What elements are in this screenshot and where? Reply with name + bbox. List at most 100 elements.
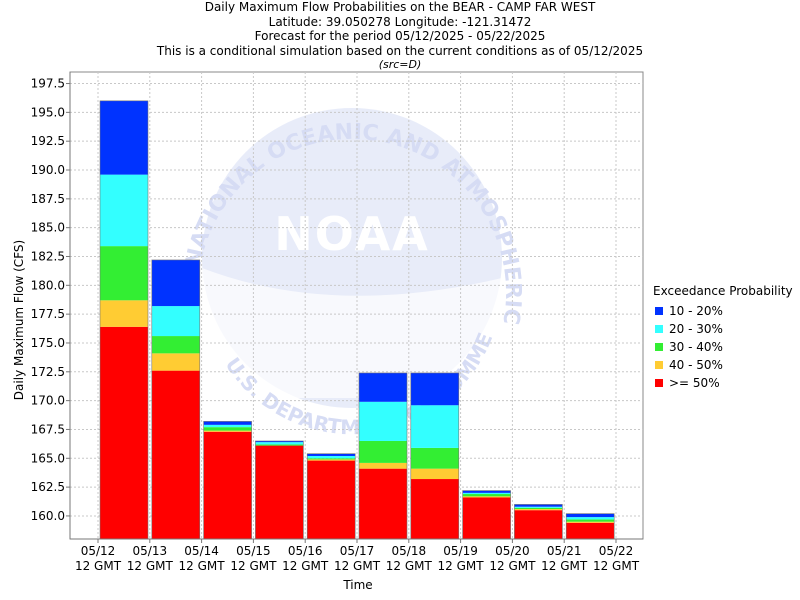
y-tick-label: 185.0 <box>31 221 65 235</box>
bar-segment <box>307 458 356 460</box>
legend-label: 30 - 40% <box>669 340 723 354</box>
bar-segment <box>203 430 252 432</box>
x-tick-label-time: 12 GMT <box>334 559 381 573</box>
bar-segment <box>359 468 407 539</box>
bar-segment <box>203 427 252 431</box>
bar-segment <box>359 401 407 441</box>
bar-segment <box>462 494 511 497</box>
bar-segment <box>359 440 407 463</box>
chart-period: Forecast for the period 05/12/2025 - 05/… <box>254 29 546 43</box>
legend-label: >= 50% <box>669 376 720 390</box>
bar-segment <box>359 372 407 402</box>
legend-swatch <box>655 307 663 315</box>
y-tick-label: 182.5 <box>31 249 65 263</box>
x-tick-label-time: 12 GMT <box>386 559 433 573</box>
bar-segment <box>255 442 304 445</box>
bar-segment <box>566 517 615 520</box>
x-tick-label-date: 05/18 <box>392 544 427 558</box>
bar-segment <box>410 372 459 406</box>
legend-swatch <box>655 379 663 387</box>
x-tick-label-time: 12 GMT <box>75 559 122 573</box>
x-tick-label-date: 05/16 <box>288 544 323 558</box>
x-tick-label-time: 12 GMT <box>127 559 174 573</box>
bar-segment <box>514 507 563 510</box>
chart-source: (src=D) <box>378 58 422 71</box>
x-tick-label-time: 12 GMT <box>489 559 536 573</box>
bar-segment <box>566 513 615 518</box>
legend-swatch <box>655 325 663 333</box>
y-tick-label: 165.0 <box>31 451 65 465</box>
bar-segment <box>255 444 304 446</box>
x-axis-label: Time <box>343 578 373 592</box>
bar-segment <box>307 459 356 461</box>
legend-item: 30 - 40% <box>653 338 793 356</box>
y-tick-label: 175.0 <box>31 336 65 350</box>
bar-segment <box>151 353 200 371</box>
legend-swatch <box>655 343 663 351</box>
watermark-noaa-text: NOAA <box>274 207 430 261</box>
x-tick-label-date: 05/17 <box>340 544 375 558</box>
bar-segment <box>462 497 511 539</box>
bar-segment <box>307 453 356 456</box>
bar-segment <box>100 326 148 539</box>
bar-segment <box>100 246 148 301</box>
watermark-wave <box>202 268 502 398</box>
x-tick-label-time: 12 GMT <box>593 559 640 573</box>
y-tick-label: 167.5 <box>31 422 65 436</box>
y-tick-label: 190.0 <box>31 163 65 177</box>
legend-label: 40 - 50% <box>669 358 723 372</box>
x-tick-label-time: 12 GMT <box>179 559 226 573</box>
x-tick-label-date: 05/14 <box>184 544 219 558</box>
bar-segment <box>462 492 511 495</box>
y-tick-label: 195.0 <box>31 105 65 119</box>
x-tick-label-date: 05/21 <box>547 544 582 558</box>
bar-segment <box>566 522 615 539</box>
bar-segment <box>203 431 252 539</box>
y-tick-label: 192.5 <box>31 134 65 148</box>
chart-axes: 160.0 162.5 165.0 167.5 170.0 172.5 175.0 177.5… <box>31 72 643 573</box>
y-tick-label: 160.0 <box>31 509 65 523</box>
bar-segment <box>151 336 200 354</box>
bar-segment <box>410 447 459 469</box>
x-tick-label-time: 12 GMT <box>282 559 329 573</box>
chart-legend: Exceedance Probability 10 - 20% 20 - 30% 3… <box>653 284 793 392</box>
legend-item: >= 50% <box>653 374 793 392</box>
bar-segment <box>566 519 615 522</box>
bar-segment <box>462 496 511 498</box>
chart-titles: Daily Maximum Flow Probabilities on the … <box>0 0 800 73</box>
bar-segment <box>255 440 304 443</box>
x-tick-label-date: 05/15 <box>236 544 271 558</box>
y-tick-label: 170.0 <box>31 394 65 408</box>
y-tick-label: 162.5 <box>31 480 65 494</box>
bar-segment <box>410 479 459 539</box>
bar-segment <box>151 370 200 539</box>
x-tick-label-date: 05/12 <box>81 544 116 558</box>
bar-segment <box>100 300 148 327</box>
bar-segment <box>410 468 459 480</box>
chart-bars <box>99 100 615 540</box>
chart-title: Daily Maximum Flow Probabilities on the … <box>204 0 596 14</box>
legend-swatch <box>655 361 663 369</box>
bar-segment <box>514 504 563 507</box>
chart-location: Latitude: 39.050278 Longitude: -121.3147… <box>268 14 532 29</box>
bar-segment <box>410 405 459 448</box>
legend-item: 40 - 50% <box>653 356 793 374</box>
y-tick-label: 197.5 <box>31 77 65 91</box>
x-tick-label-time: 12 GMT <box>438 559 485 573</box>
legend-label: 20 - 30% <box>669 322 723 336</box>
x-tick-label-date: 05/20 <box>495 544 530 558</box>
y-tick-label: 180.0 <box>31 278 65 292</box>
y-axis-label: Daily Maximum Flow (CFS) <box>12 239 26 401</box>
bar-segment <box>462 490 511 493</box>
bar-segment <box>151 259 200 307</box>
bar-segment <box>100 100 148 175</box>
bar-segment <box>307 460 356 539</box>
legend-title: Exceedance Probability <box>653 284 793 298</box>
bar-segment <box>203 421 252 425</box>
chart-note: This is a conditional simulation based o… <box>156 43 644 58</box>
bar-segment <box>359 462 407 469</box>
bar-segment <box>514 509 563 511</box>
y-tick-label: 177.5 <box>31 307 65 321</box>
bar-segment <box>203 424 252 428</box>
